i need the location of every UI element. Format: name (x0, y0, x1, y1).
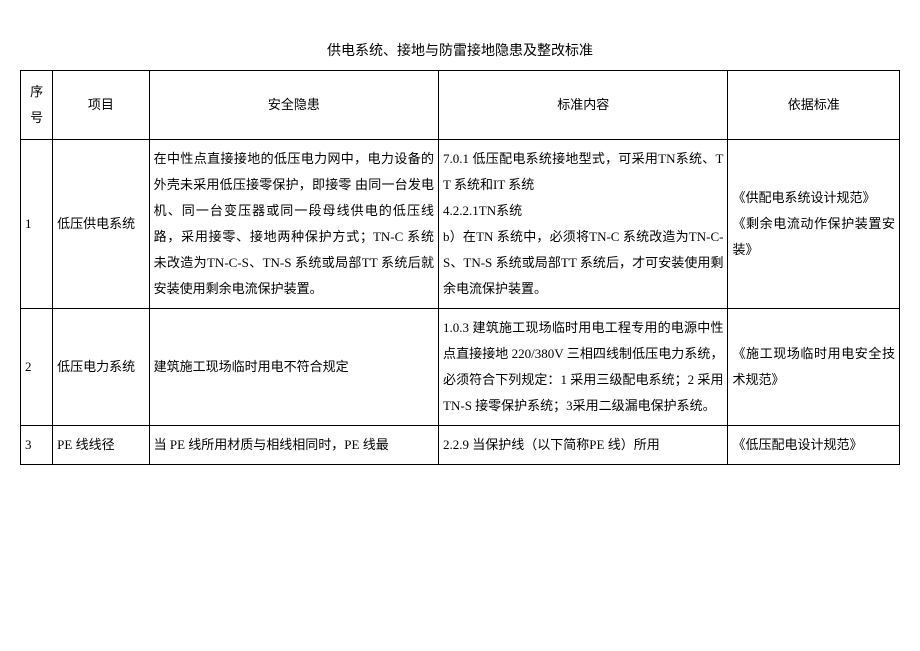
cell-standard: 1.0.3 建筑施工现场临时用电工程专用的电源中性点直接接地 220/380V … (439, 309, 728, 426)
hazard-standard-table: 序号 项目 安全隐患 标准内容 依据标准 1 低压供电系统 在中性点直接接地的低… (20, 70, 900, 465)
header-seq: 序号 (21, 71, 53, 140)
cell-standard: 7.0.1 低压配电系统接地型式，可采用TN系统、TT 系统和IT 系统4.2.… (439, 140, 728, 309)
table-row: 1 低压供电系统 在中性点直接接地的低压电力网中，电力设备的外壳未采用低压接零保… (21, 140, 900, 309)
cell-seq: 2 (21, 309, 53, 426)
table-row: 3 PE 线线径 当 PE 线所用材质与相线相同时，PE 线最 2.2.9 当保… (21, 426, 900, 465)
table-row: 2 低压电力系统 建筑施工现场临时用电不符合规定 1.0.3 建筑施工现场临时用… (21, 309, 900, 426)
cell-seq: 3 (21, 426, 53, 465)
cell-item: 低压电力系统 (53, 309, 149, 426)
cell-seq: 1 (21, 140, 53, 309)
header-item: 项目 (53, 71, 149, 140)
cell-hazard: 建筑施工现场临时用电不符合规定 (149, 309, 438, 426)
cell-item: 低压供电系统 (53, 140, 149, 309)
cell-standard: 2.2.9 当保护线（以下简称PE 线）所用 (439, 426, 728, 465)
cell-hazard: 在中性点直接接地的低压电力网中，电力设备的外壳未采用低压接零保护，即接零 由同一… (149, 140, 438, 309)
cell-item: PE 线线径 (53, 426, 149, 465)
header-basis: 依据标准 (728, 71, 900, 140)
page-title: 供电系统、接地与防雷接地隐患及整改标准 (20, 40, 900, 60)
cell-basis: 《施工现场临时用电安全技术规范》 (728, 309, 900, 426)
table-header-row: 序号 项目 安全隐患 标准内容 依据标准 (21, 71, 900, 140)
cell-basis: 《供配电系统设计规范》《剩余电流动作保护装置安装》 (728, 140, 900, 309)
header-standard: 标准内容 (439, 71, 728, 140)
cell-hazard: 当 PE 线所用材质与相线相同时，PE 线最 (149, 426, 438, 465)
header-hazard: 安全隐患 (149, 71, 438, 140)
cell-basis: 《低压配电设计规范》 (728, 426, 900, 465)
